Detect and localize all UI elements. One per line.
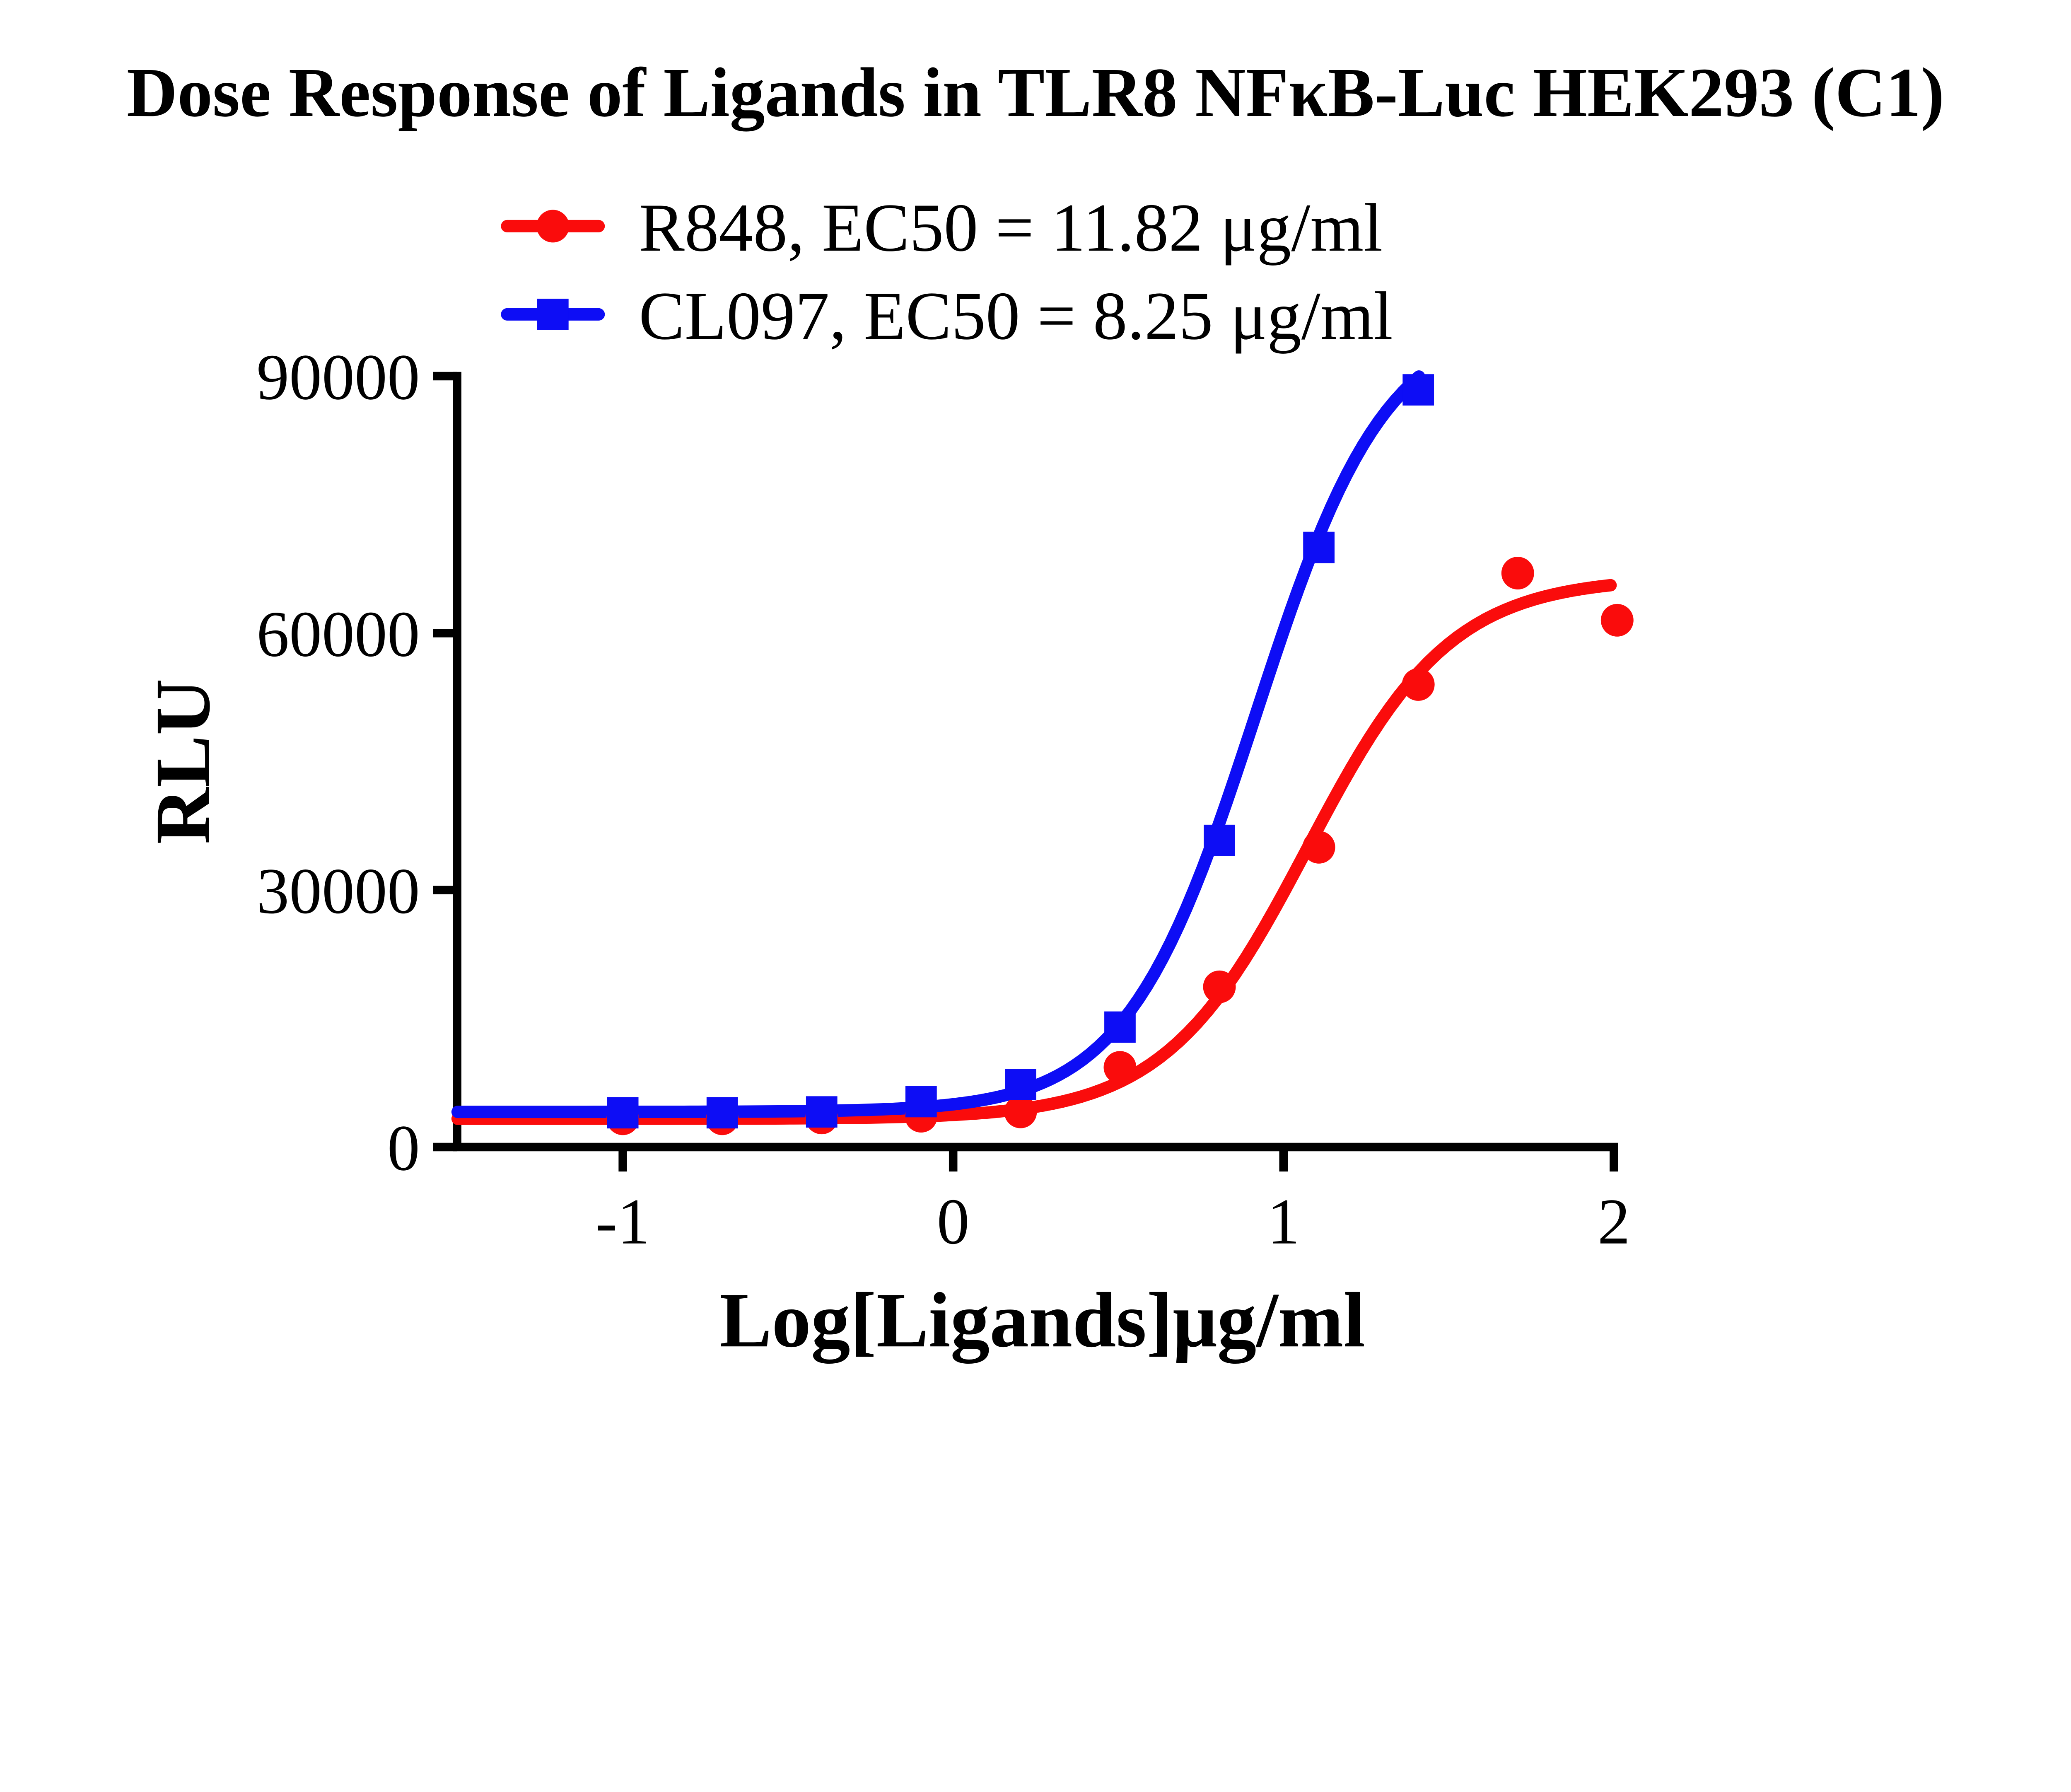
data-point-cl097: [1005, 1069, 1036, 1100]
axis-lines: [453, 372, 1618, 1152]
data-point-cl097: [1402, 374, 1434, 406]
data-point-cl097: [1303, 531, 1335, 563]
x-tick-label: 0: [937, 1186, 970, 1258]
legend-label-r848: R848, EC50 = 11.82 μg/ml: [639, 189, 1383, 266]
y-tick-label: 90000: [256, 341, 420, 413]
y-axis-title: RLU: [139, 679, 226, 844]
fit-curve-r848: [451, 579, 1617, 1125]
data-point-cl097: [806, 1096, 838, 1128]
data-point-r848: [1501, 557, 1534, 590]
data-point-r848: [1004, 1095, 1037, 1128]
figure: Dose Response of Ligands in TLR8 NFκB-Lu…: [126, 53, 1945, 1364]
data-point-r848: [1302, 831, 1335, 864]
x-axis-title: Log[Ligands]μg/ml: [719, 1276, 1365, 1364]
axes: 0 30000 60000 90000 -1 0 1 2: [256, 341, 1630, 1258]
dose-response-chart: Dose Response of Ligands in TLR8 NFκB-Lu…: [126, 53, 1945, 1364]
data-point-cl097: [706, 1097, 738, 1129]
x-tick-label: 2: [1598, 1186, 1630, 1258]
fit-curve-cl097: [451, 370, 1425, 1118]
y-tick-label: 30000: [256, 855, 420, 927]
fit-curves: [451, 370, 1617, 1125]
x-tick-label: 1: [1267, 1186, 1300, 1258]
legend-label-cl097: CL097, EC50 = 8.25 μg/ml: [639, 278, 1393, 354]
y-tick-label: 0: [387, 1112, 420, 1184]
data-point-cl097: [607, 1097, 639, 1129]
data-points: [606, 374, 1634, 1135]
data-point-cl097: [1104, 1011, 1136, 1043]
data-point-r848: [1402, 668, 1435, 701]
data-point-r848: [1103, 1051, 1137, 1084]
legend: R848, EC50 = 11.82 μg/ml CL097, EC50 = 8.…: [501, 189, 1393, 354]
data-point-r848: [1203, 970, 1236, 1003]
legend-marker-circle-icon: [536, 210, 570, 243]
x-tick-label: -1: [596, 1186, 650, 1258]
data-point-cl097: [905, 1086, 937, 1118]
legend-marker-square-icon: [537, 299, 569, 330]
y-tick-label: 60000: [256, 598, 420, 671]
data-point-cl097: [1204, 824, 1235, 856]
data-point-r848: [1600, 604, 1634, 637]
chart-title: Dose Response of Ligands in TLR8 NFκB-Lu…: [127, 53, 1944, 131]
